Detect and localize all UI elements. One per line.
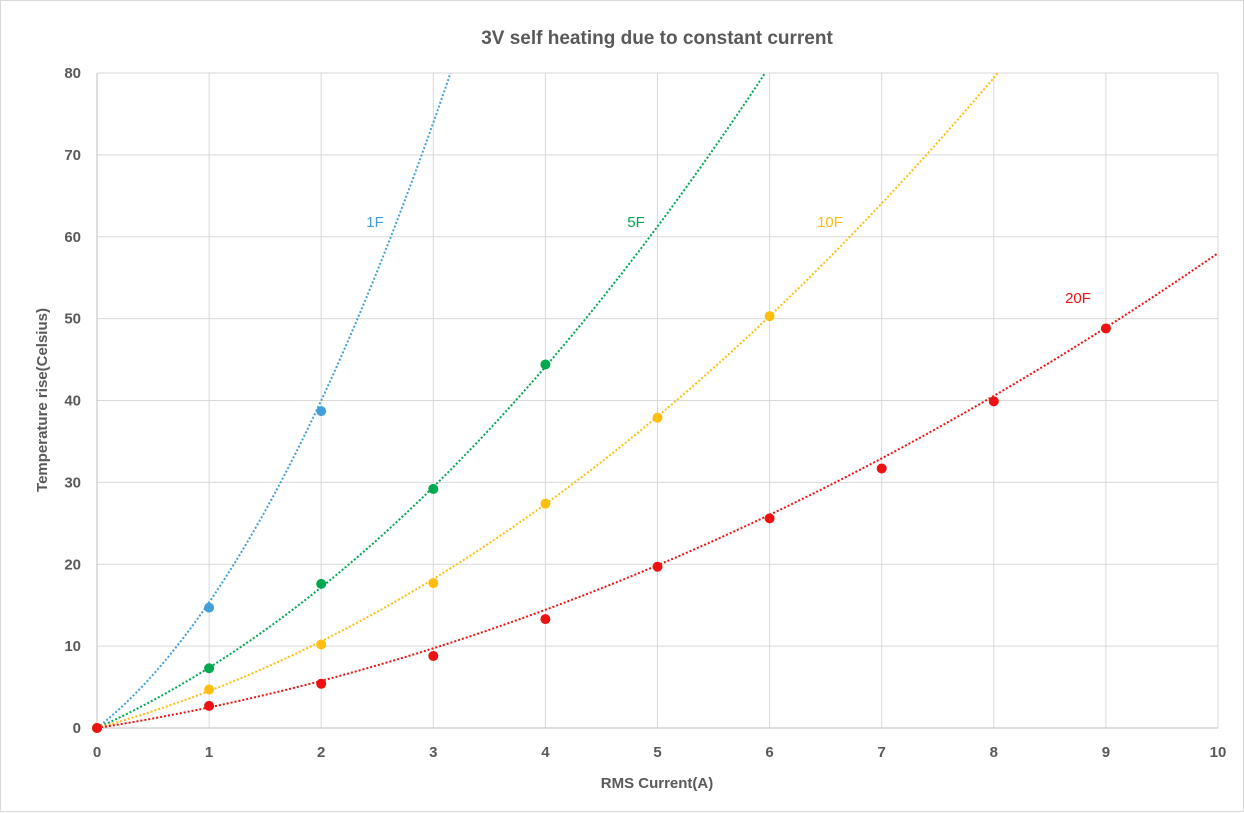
data-point-10f (540, 498, 551, 509)
y-tick-label: 80 (64, 65, 81, 82)
y-tick-label: 40 (64, 393, 81, 410)
y-tick-label: 30 (64, 474, 81, 491)
x-axis-title: RMS Current(A) (601, 775, 714, 792)
data-point-20f (1100, 323, 1111, 334)
data-point-10f (316, 639, 327, 650)
x-tick-label: 10 (1210, 744, 1227, 761)
tick-label-layer: 0 1 2 3 4 5 6 7 8 9 10 0 10 20 30 40 50 60 70 80 (64, 65, 1226, 761)
data-point-20f (988, 396, 999, 407)
data-point-20f (876, 463, 887, 474)
data-point-5f (204, 663, 215, 674)
trendline-10f (97, 73, 1000, 728)
data-point-10f (428, 578, 439, 589)
y-tick-label: 10 (64, 638, 81, 655)
x-tick-label: 9 (1102, 744, 1110, 761)
y-tick-label: 50 (64, 311, 81, 328)
data-point-5f (540, 359, 551, 370)
data-point-1f (316, 406, 327, 417)
y-tick-label: 70 (64, 147, 81, 164)
x-tick-label: 5 (653, 744, 661, 761)
y-tick-label: 0 (73, 720, 81, 737)
data-point-20f (316, 678, 327, 689)
data-point-5f (428, 483, 439, 494)
data-point-5f (316, 578, 327, 589)
y-tick-label: 60 (64, 229, 81, 246)
data-point-layer (92, 311, 1111, 733)
data-point-20f (764, 513, 775, 524)
data-point-20f (428, 650, 439, 661)
trendline-1f (97, 73, 452, 728)
data-point-10f (204, 684, 215, 695)
x-tick-label: 8 (990, 744, 998, 761)
y-tick-label: 20 (64, 556, 81, 573)
series-label-10f: 10F (817, 214, 843, 231)
data-point-20f (92, 723, 102, 733)
x-tick-label: 2 (317, 744, 325, 761)
x-tick-label: 3 (429, 744, 437, 761)
data-point-20f (540, 614, 551, 625)
data-point-10f (652, 412, 663, 423)
trendline-5f (97, 73, 767, 728)
x-tick-label: 0 (93, 744, 101, 761)
x-tick-label: 7 (878, 744, 886, 761)
x-tick-label: 1 (205, 744, 213, 761)
grid-layer (96, 72, 1219, 729)
x-tick-label: 4 (541, 744, 550, 761)
series-label-5f: 5F (627, 214, 645, 231)
data-point-20f (652, 561, 663, 572)
data-point-10f (764, 311, 775, 322)
series-label-20f: 20F (1065, 290, 1091, 307)
data-point-1f (204, 602, 215, 613)
x-tick-label: 6 (765, 744, 773, 761)
data-point-20f (204, 700, 215, 711)
y-axis-title: Temperature rise(Celsius) (34, 308, 51, 492)
chart-title: 3V self heating due to constant current (481, 28, 833, 49)
series-label-1f: 1F (366, 214, 384, 231)
